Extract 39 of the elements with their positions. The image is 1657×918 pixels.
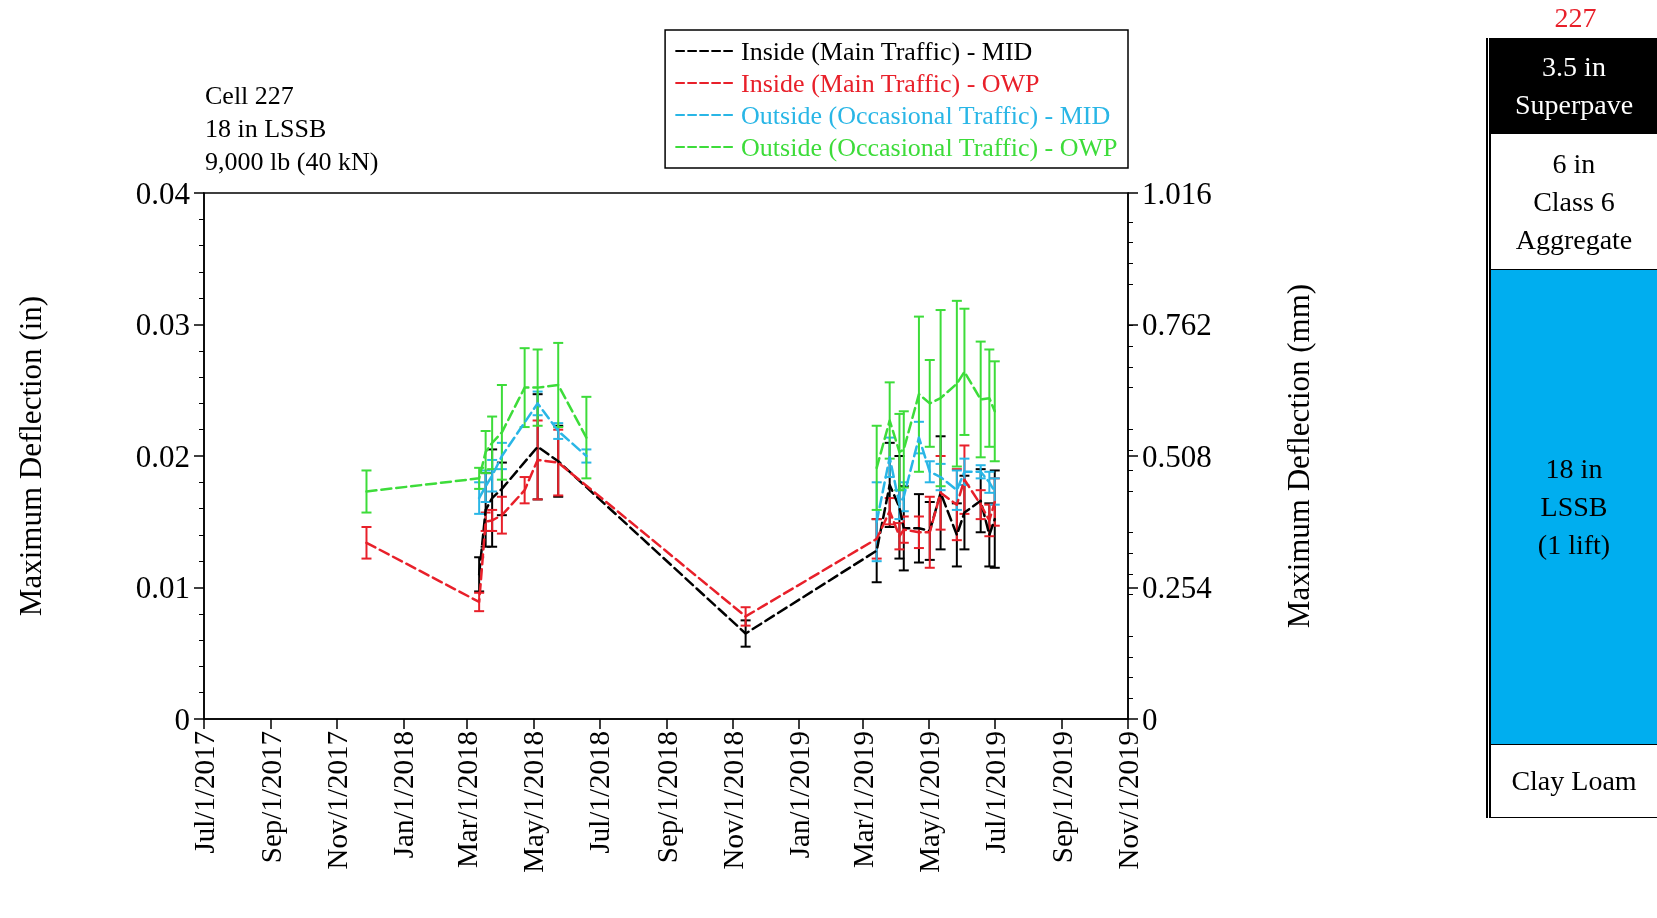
y-axis-title: Maximum Deflection (in) (13, 295, 48, 617)
x-tick-label: Sep/1/2017 (255, 731, 288, 864)
y2-tick-label: 0.762 (1142, 307, 1212, 342)
y-tick-label: 0.02 (135, 438, 190, 474)
y2-tick-label: 0 (1142, 701, 1158, 737)
x-tick-label: Sep/1/2019 (1045, 731, 1078, 864)
x-tick-label: Jul/1/2017 (188, 731, 220, 854)
x-tick-label: Nov/1/2019 (1112, 731, 1144, 870)
y2-axis-title: Maximum Deflection (mm) (1281, 283, 1316, 629)
x-tick-label: Jan/1/2018 (387, 731, 420, 859)
text: 3.5 in Superpave (1491, 38, 1657, 134)
x-tick-label: May/1/2019 (912, 731, 945, 873)
legend-label: Outside (Occasional Traffic) - MID (741, 100, 1111, 130)
x-tick-label: May/1/2018 (517, 731, 550, 873)
text: 6 in Class 6 Aggregate (1491, 134, 1657, 270)
x-tick-label: Nov/1/2018 (716, 731, 749, 870)
text: Clay Loam (1491, 745, 1657, 818)
y-tick-label: 0.03 (135, 307, 190, 342)
text: Cell 227 (205, 80, 294, 110)
text: 18 in LSSB (205, 113, 327, 143)
text: 9,000 lb (40 kN) (205, 146, 379, 176)
x-tick-label: Mar/1/2018 (451, 731, 484, 868)
y-tick-label: 0.04 (135, 175, 191, 211)
x-tick-label: Mar/1/2019 (846, 731, 879, 868)
x-tick-label: Jul/1/2018 (583, 731, 616, 854)
x-tick-label: Jul/1/2019 (978, 731, 1011, 854)
text: 227 (1553, 1, 1598, 35)
y2-tick-label: 0.508 (1142, 438, 1212, 474)
x-tick-label: Nov/1/2017 (321, 731, 354, 870)
x-tick-label: Sep/1/2018 (650, 731, 683, 864)
x-tick-label: Jan/1/2019 (782, 731, 815, 859)
legend-label: Inside (Main Traffic) - MID (741, 36, 1033, 66)
legend-label: Outside (Occasional Traffic) - OWP (741, 132, 1118, 162)
y-tick-label: 0.01 (135, 570, 190, 605)
text: 18 in LSSB (1 lift) (1491, 270, 1657, 745)
y2-tick-label: 0.254 (1142, 570, 1213, 605)
legend-label: Inside (Main Traffic) - OWP (741, 68, 1040, 98)
y-tick-label: 0 (174, 701, 190, 737)
y2-tick-label: 1.016 (1142, 175, 1212, 211)
